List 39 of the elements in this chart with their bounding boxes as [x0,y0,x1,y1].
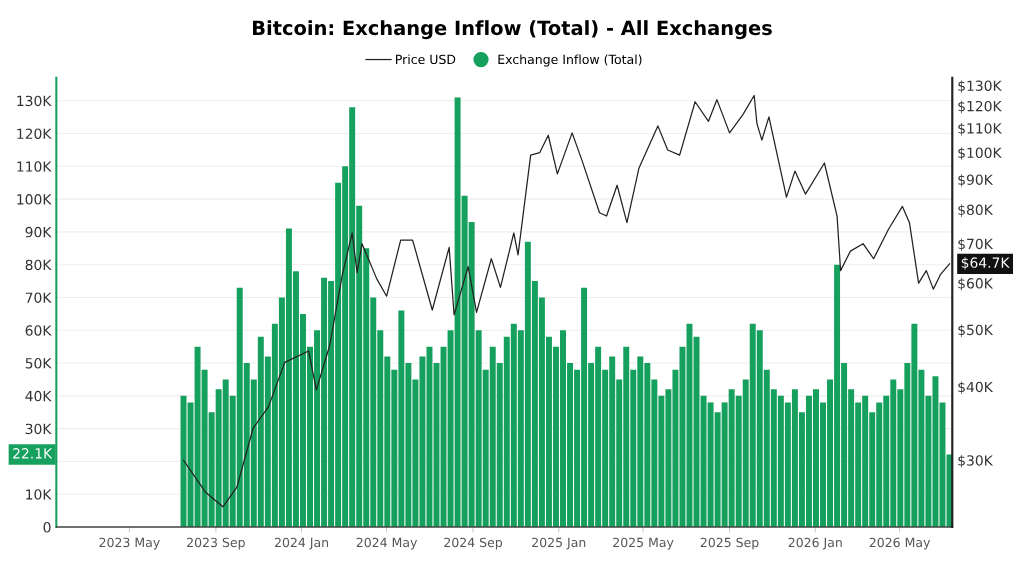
y-tick-label: 60K [25,325,52,336]
y-tick-label: 110K [17,161,52,172]
x-tick-label: 2024 Jan [274,537,329,550]
x-tick-label: 2026 Jan [788,537,842,550]
y2-tick-label: $90K [958,174,994,187]
x-tick-label: 2026 May [869,537,931,550]
legend-label: Price USD [396,54,456,65]
x-tick-label: 2025 Jan [532,537,586,550]
y-tick-label: 130K [17,95,52,107]
y2-tick-label: $40K [958,381,994,395]
y-tick-label: 80K [25,259,52,271]
y2-tick-label: $50K [958,324,994,338]
y2-tick-label: $120K [958,100,1002,114]
y2-tick-label: $80K [958,204,994,217]
y2-tick-label: $100K [958,147,1002,160]
y-tick-label: 100K [17,194,52,205]
text: 22.1K [13,448,53,459]
y2-tick-label: $110K [958,122,1002,136]
text: $64.7K [961,257,1010,270]
legend-label: Exchange Inflow (Total) [498,54,642,67]
y-tick-label: 0 [43,522,51,533]
x-tick-label: 2023 May [99,537,160,550]
y2-tick-label: $60K [958,277,994,291]
y-tick-label: 120K [17,128,52,139]
y-tick-label: 30K [25,423,52,435]
x-tick-label: 2024 Sep [444,537,503,550]
y-tick-label: 10K [26,489,52,500]
x-tick-label: 2025 Sep [700,537,759,550]
chart-title: Bitcoin: Exchange Inflow (Total) - All Exchanges [253,20,772,40]
y2-tick-label: $70K [958,238,994,252]
x-tick-label: 2025 May [613,537,674,550]
y2-tick-label: $130K [958,80,1002,93]
x-tick-label: 2023 Sep [187,537,245,550]
y-tick-label: 40K [25,390,52,402]
x-tick-label: 2024 May [356,537,418,550]
y2-tick-label: $30K [958,454,994,468]
y-tick-label: 50K [25,358,52,369]
y-tick-label: 70K [25,292,52,303]
y-tick-label: 90K [25,226,52,238]
